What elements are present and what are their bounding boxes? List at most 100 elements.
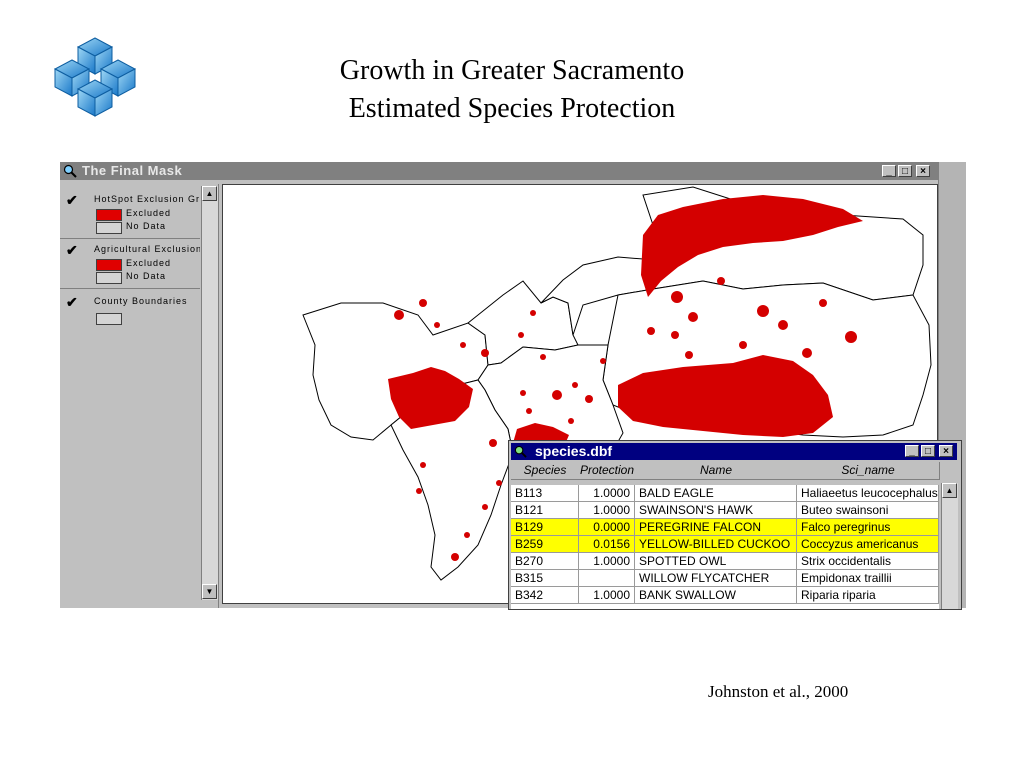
table-row[interactable]: B129 0.0000 PEREGRINE FALCON Falco peregrin… (511, 519, 939, 536)
legend-theme-hotspot[interactable]: ✔ HotSpot Exclusion Grid Excluded No Dat… (60, 192, 200, 238)
slide-title-line1: Growth in Greater Sacramento (339, 55, 685, 86)
legend-divider (60, 238, 200, 239)
table-cell-protection: 0.0000 (579, 519, 635, 535)
theme-name: HotSpot Exclusion Grid (94, 194, 200, 204)
table-row[interactable]: B121 1.0000 SWAINSON'S HAWK Buteo swainsoni (511, 502, 939, 519)
table-scrollbar[interactable]: ▲ (941, 483, 958, 609)
dbf-titlebar[interactable]: species.dbf _ □ × (511, 443, 957, 460)
hotspot-dot (518, 332, 524, 338)
column-header-sci-name[interactable]: Sci_name (797, 462, 940, 480)
column-header-protection[interactable]: Protection (579, 462, 636, 480)
table-cell-name: SWAINSON'S HAWK (635, 502, 797, 518)
table-cell-sci-name: Empidonax traillii (797, 570, 939, 586)
maximize-button[interactable]: □ (898, 165, 912, 177)
sacramento-map (302, 186, 932, 581)
county-south (390, 379, 514, 581)
table-row[interactable]: B315 WILLOW FLYCATCHER Empidonax traillii (511, 570, 939, 587)
hotspot-dot (419, 299, 427, 307)
hotspot-dot (778, 320, 788, 330)
excluded-area (618, 355, 833, 437)
table-cell-protection: 1.0000 (579, 587, 635, 603)
hotspot-dot (420, 462, 426, 468)
table-cell-name: PEREGRINE FALCON (635, 519, 797, 535)
table-cell-sci-name: Coccyzus americanus (797, 536, 939, 552)
hotspot-dot (552, 390, 562, 400)
table-cell-species: B113 (511, 485, 579, 501)
hotspot-dot (688, 312, 698, 322)
minimize-button[interactable]: _ (882, 165, 896, 177)
theme-name: County Boundaries (94, 296, 188, 306)
theme-name: Agricultural Exclusion (94, 244, 200, 254)
table-cell-sci-name: Buteo swainsoni (797, 502, 939, 518)
legend-label: No Data (126, 271, 167, 281)
scroll-up-icon[interactable]: ▲ (942, 483, 957, 498)
legend-swatch-nodata (96, 222, 122, 234)
hotspot-dot (451, 553, 459, 561)
close-button[interactable]: × (916, 165, 930, 177)
table-cell-name: YELLOW-BILLED CUCKOO (635, 536, 797, 552)
table-cell-name: SPOTTED OWL (635, 553, 797, 569)
table-row[interactable]: B342 1.0000 BANK SWALLOW Riparia riparia (511, 587, 939, 604)
table-cell-sci-name: Riparia riparia (797, 587, 939, 603)
excluded-hotspots (394, 277, 857, 561)
column-header-name[interactable]: Name (635, 462, 798, 480)
hotspot-dot (394, 310, 404, 320)
hotspot-dot (520, 390, 526, 396)
hotspot-dot (526, 408, 532, 414)
magnifier-icon (63, 164, 77, 178)
table-cell-species: B129 (511, 519, 579, 535)
legend-panel: ✔ HotSpot Exclusion Grid Excluded No Dat… (60, 184, 219, 608)
hotspot-dot (530, 310, 536, 316)
hotspot-dot (496, 480, 502, 486)
table-cell-species: B270 (511, 553, 579, 569)
table-cell-species: B342 (511, 587, 579, 603)
table-cell-species: B259 (511, 536, 579, 552)
table-cell-protection: 1.0000 (579, 553, 635, 569)
hotspot-dot (434, 322, 440, 328)
window-title: The Final Mask (82, 163, 183, 178)
legend-swatch-excluded (96, 259, 122, 271)
close-button[interactable]: × (939, 445, 953, 457)
legend-swatch-nodata (96, 272, 122, 284)
table-cell-protection: 1.0000 (579, 502, 635, 518)
theme-checkbox[interactable]: ✔ (66, 192, 78, 208)
table-cell-species: B121 (511, 502, 579, 518)
table-cell-protection: 1.0000 (579, 485, 635, 501)
hotspot-dot (416, 488, 422, 494)
hotspot-dot (482, 504, 488, 510)
table-cell-protection (579, 570, 635, 586)
hotspot-dot (802, 348, 812, 358)
minimize-button[interactable]: _ (905, 445, 919, 457)
theme-checkbox[interactable]: ✔ (66, 294, 78, 310)
theme-checkbox[interactable]: ✔ (66, 242, 78, 258)
hotspot-dot (540, 354, 546, 360)
table-cell-name: WILLOW FLYCATCHER (635, 570, 797, 586)
hotspot-dot (845, 331, 857, 343)
scroll-down-icon[interactable]: ▼ (202, 584, 217, 599)
table-row[interactable]: B113 1.0000 BALD EAGLE Haliaeetus leucoceph… (511, 485, 939, 502)
scroll-up-icon[interactable]: ▲ (202, 186, 217, 201)
hotspot-dot (568, 418, 574, 424)
legend-theme-county[interactable]: ✔ County Boundaries (60, 294, 200, 330)
table-cell-species: B315 (511, 570, 579, 586)
table-row[interactable]: B259 0.0156 YELLOW-BILLED CUCKOO Coccyzus a… (511, 536, 939, 553)
species-dbf-window: species.dbf _ □ × Species Protection Nam… (508, 440, 962, 610)
slide-title-line2: Estimated Species Protection (348, 93, 676, 124)
column-header-species[interactable]: Species (511, 462, 580, 480)
hotspot-dot (717, 277, 725, 285)
legend-scrollbar[interactable]: ▲ ▼ (201, 186, 218, 600)
maximize-button[interactable]: □ (921, 445, 935, 457)
table-cell-name: BALD EAGLE (635, 485, 797, 501)
table-row[interactable]: B270 1.0000 SPOTTED OWL Strix occidentalis (511, 553, 939, 570)
window-titlebar[interactable]: The Final Mask _ □ × (60, 162, 938, 180)
hotspot-dot (647, 327, 655, 335)
legend-theme-agricultural[interactable]: ✔ Agricultural Exclusion Excluded No Dat… (60, 242, 200, 288)
table-cell-sci-name: Strix occidentalis (797, 553, 939, 569)
hotspot-dot (757, 305, 769, 317)
legend-label: Excluded (126, 258, 172, 268)
map-view[interactable] (222, 184, 938, 604)
legend-label: No Data (126, 221, 167, 231)
legend-swatch-excluded (96, 209, 122, 221)
hotspot-dot (489, 439, 497, 447)
hotspot-dot (464, 532, 470, 538)
